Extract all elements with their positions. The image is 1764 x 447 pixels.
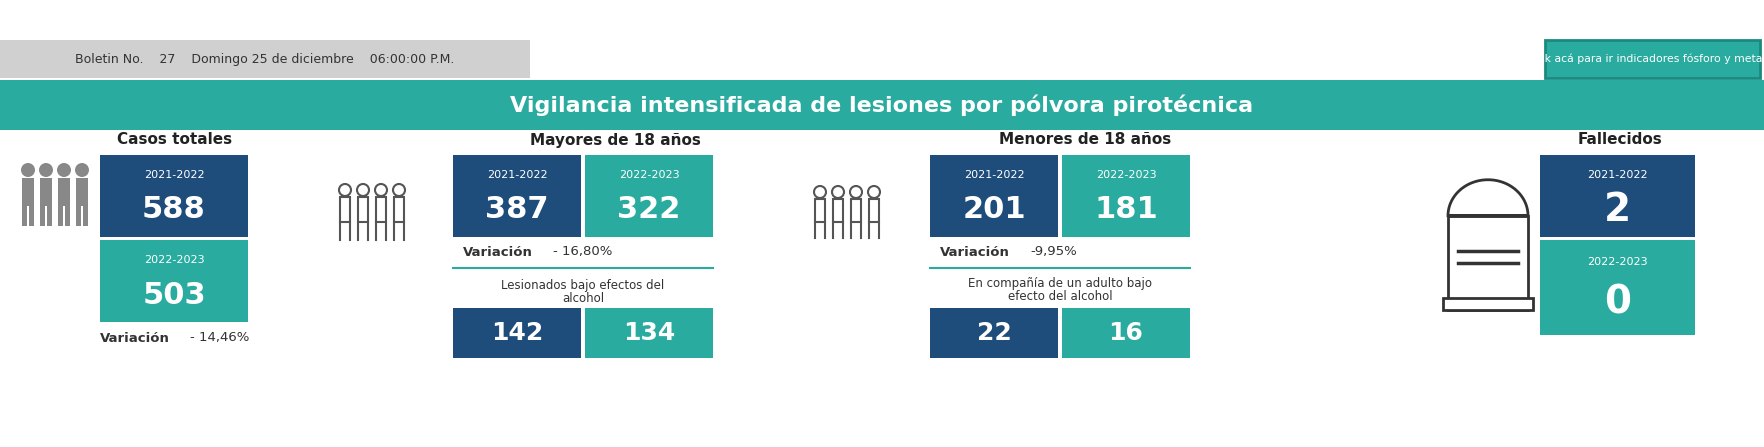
Bar (1545, 40, 1760, 78)
Bar (65, 206, 71, 226)
Text: Casos totales: Casos totales (118, 132, 233, 148)
Circle shape (39, 163, 53, 177)
Text: -9,95%: -9,95% (1030, 245, 1076, 258)
Circle shape (76, 163, 88, 177)
Text: Mayores de 18 años: Mayores de 18 años (529, 132, 700, 148)
Text: 134: 134 (623, 321, 676, 345)
Text: 387: 387 (485, 195, 549, 224)
Text: Lesionados bajo efectos del: Lesionados bajo efectos del (501, 279, 665, 292)
Circle shape (21, 163, 35, 177)
Bar (1448, 216, 1528, 310)
Text: 2021-2022: 2021-2022 (963, 170, 1025, 180)
Bar (453, 308, 580, 358)
Text: 2021-2022: 2021-2022 (143, 170, 205, 180)
Bar (358, 197, 369, 222)
Bar (833, 199, 843, 222)
Bar (586, 308, 713, 358)
Bar (376, 197, 386, 222)
Bar (41, 206, 46, 226)
Text: 2022-2023: 2022-2023 (1095, 170, 1157, 180)
Bar (1540, 155, 1695, 237)
Text: 2: 2 (1603, 191, 1632, 229)
Text: 588: 588 (143, 195, 206, 224)
Bar (586, 155, 713, 237)
Bar (930, 155, 1058, 237)
Circle shape (56, 163, 71, 177)
Text: 16: 16 (1108, 321, 1143, 345)
Bar (850, 199, 861, 222)
Text: 22: 22 (977, 321, 1011, 345)
Text: 2021-2022: 2021-2022 (487, 170, 547, 180)
Text: 2022-2023: 2022-2023 (143, 255, 205, 265)
Bar (101, 155, 249, 237)
Text: 2022-2023: 2022-2023 (619, 170, 679, 180)
Bar (101, 240, 249, 322)
Bar (453, 155, 580, 237)
Bar (76, 206, 81, 226)
Bar (0, 40, 529, 78)
Bar (21, 178, 34, 206)
Polygon shape (1448, 180, 1528, 216)
Bar (0, 80, 1764, 130)
Text: Variación: Variación (940, 245, 1009, 258)
Bar (1540, 240, 1695, 335)
Bar (48, 206, 51, 226)
Text: 2021-2022: 2021-2022 (1588, 170, 1648, 180)
Bar (76, 178, 88, 206)
Bar (83, 206, 88, 226)
Text: Fallecidos: Fallecidos (1577, 132, 1662, 148)
Text: efecto del alcohol: efecto del alcohol (1007, 291, 1113, 304)
Text: - 14,46%: - 14,46% (191, 332, 250, 345)
Text: Menores de 18 años: Menores de 18 años (998, 132, 1171, 148)
Text: - 16,80%: - 16,80% (552, 245, 612, 258)
Text: Variación: Variación (462, 245, 533, 258)
Bar (815, 199, 826, 222)
Text: 181: 181 (1094, 195, 1157, 224)
Text: Boletin No.    27    Domingo 25 de diciembre    06:00:00 P.M.: Boletin No. 27 Domingo 25 de diciembre 0… (76, 52, 455, 66)
Text: Click acá para ir indicadores fósforo y metanol: Click acá para ir indicadores fósforo y … (1526, 54, 1764, 64)
Text: 0: 0 (1603, 283, 1632, 321)
Bar (1443, 298, 1533, 310)
Bar (28, 206, 34, 226)
Text: Vigilancia intensificada de lesiones por pólvora pirotécnica: Vigilancia intensificada de lesiones por… (510, 94, 1254, 116)
Text: Variación: Variación (101, 332, 169, 345)
Bar (1062, 155, 1191, 237)
Bar (930, 308, 1058, 358)
Text: 142: 142 (490, 321, 543, 345)
Bar (58, 206, 64, 226)
Bar (1062, 308, 1191, 358)
Text: alcohol: alcohol (563, 292, 603, 305)
Text: En compañía de un adulto bajo: En compañía de un adulto bajo (968, 278, 1152, 291)
Text: 201: 201 (961, 195, 1027, 224)
Text: 2022-2023: 2022-2023 (1588, 257, 1648, 267)
Bar (340, 197, 349, 222)
Text: 503: 503 (143, 281, 206, 309)
Bar (41, 178, 51, 206)
Bar (870, 199, 878, 222)
Text: 322: 322 (617, 195, 681, 224)
Bar (393, 197, 404, 222)
Bar (21, 206, 26, 226)
Bar (58, 178, 71, 206)
